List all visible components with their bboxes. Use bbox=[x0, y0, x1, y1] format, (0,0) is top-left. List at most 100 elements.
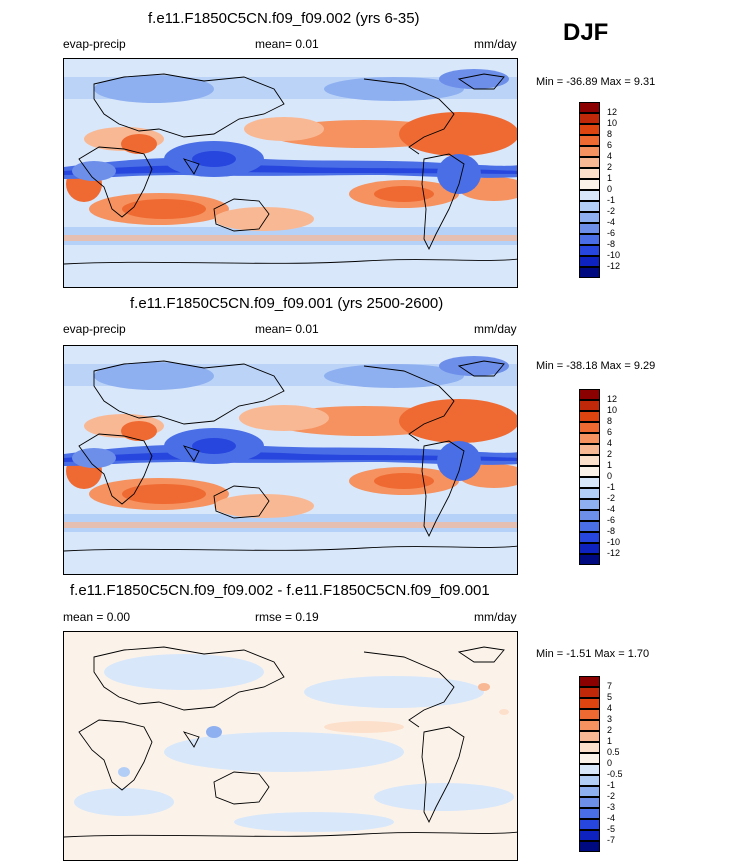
colorbar-label: -8 bbox=[607, 526, 616, 536]
colorbar-swatch bbox=[579, 389, 600, 400]
colorbar-label: -4 bbox=[607, 217, 616, 227]
colorbar-swatch bbox=[579, 256, 600, 267]
colorbar-swatch bbox=[579, 499, 600, 510]
panel-1-units-label: mm/day bbox=[474, 37, 517, 51]
panel-1-variable-label: evap-precip bbox=[63, 37, 126, 51]
panel-3-mean-label: mean = 0.00 bbox=[63, 610, 131, 624]
colorbar-swatch bbox=[579, 267, 600, 278]
colorbar-label: 4 bbox=[607, 703, 613, 713]
colorbar-label: -5 bbox=[607, 824, 616, 834]
colorbar-swatch bbox=[579, 521, 600, 532]
colorbar-swatch bbox=[579, 212, 600, 223]
panel-3-title: f.e11.F1850C5CN.f09_f09.002 - f.e11.F185… bbox=[70, 582, 490, 599]
colorbar-swatch bbox=[579, 830, 600, 841]
colorbar-swatch bbox=[579, 422, 600, 433]
colorbar-swatch bbox=[579, 157, 600, 168]
colorbar-swatch bbox=[579, 510, 600, 521]
colorbar-swatch bbox=[579, 753, 600, 764]
colorbar-label: 7 bbox=[607, 681, 613, 691]
colorbar-swatch bbox=[579, 102, 600, 113]
colorbar-label: -2 bbox=[607, 493, 616, 503]
colorbar-label: 10 bbox=[607, 118, 618, 128]
colorbar-label: -1 bbox=[607, 195, 616, 205]
colorbar-swatch bbox=[579, 698, 600, 709]
colorbar-swatch bbox=[579, 190, 600, 201]
colorbar-swatch bbox=[579, 477, 600, 488]
colorbar-swatch bbox=[579, 841, 600, 852]
colorbar-label: 6 bbox=[607, 427, 613, 437]
colorbar-label: 0 bbox=[607, 184, 613, 194]
panel-2-title: f.e11.F1850C5CN.f09_f09.001 (yrs 2500-26… bbox=[130, 295, 444, 312]
colorbar-swatch bbox=[579, 775, 600, 786]
colorbar-label: 2 bbox=[607, 449, 613, 459]
colorbar-label: 0 bbox=[607, 471, 613, 481]
colorbar-swatch bbox=[579, 400, 600, 411]
colorbar-swatch bbox=[579, 742, 600, 753]
season-label: DJF bbox=[563, 19, 609, 46]
colorbar-label: -0.5 bbox=[607, 769, 623, 779]
colorbar-swatch bbox=[579, 411, 600, 422]
colorbar-label: -8 bbox=[607, 239, 616, 249]
panel-2-mean-label: mean= 0.01 bbox=[255, 322, 319, 336]
colorbar-label: 12 bbox=[607, 394, 618, 404]
colorbar-label: 10 bbox=[607, 405, 618, 415]
colorbar-swatch bbox=[579, 819, 600, 830]
panel-2-units-label: mm/day bbox=[474, 322, 517, 336]
colorbar-label: -12 bbox=[607, 548, 621, 558]
colorbar-label: -7 bbox=[607, 835, 616, 845]
colorbar-label: -6 bbox=[607, 228, 616, 238]
colorbar-swatch bbox=[579, 179, 600, 190]
colorbar-label: -2 bbox=[607, 791, 616, 801]
colorbar-swatch bbox=[579, 201, 600, 212]
colorbar-swatch bbox=[579, 455, 600, 466]
colorbar-label: 6 bbox=[607, 140, 613, 150]
panel-2-minmax: Min = -38.18 Max = 9.29 bbox=[536, 360, 656, 372]
colorbar-swatch bbox=[579, 709, 600, 720]
colorbar-swatch bbox=[579, 731, 600, 742]
colorbar-label: -12 bbox=[607, 261, 621, 271]
colorbar-label: 5 bbox=[607, 692, 613, 702]
panel-3-minmax: Min = -1.51 Max = 1.70 bbox=[536, 648, 650, 660]
colorbar-label: 1 bbox=[607, 173, 613, 183]
panel-3-units-label: mm/day bbox=[474, 610, 517, 624]
colorbar-swatch bbox=[579, 676, 600, 687]
colorbar-label: 3 bbox=[607, 714, 613, 724]
colorbar-swatch bbox=[579, 444, 600, 455]
colorbar-swatch bbox=[579, 720, 600, 731]
colorbar-label: -1 bbox=[607, 482, 616, 492]
colorbar-swatch bbox=[579, 786, 600, 797]
colorbar-label: 4 bbox=[607, 151, 613, 161]
colorbar-label: -1 bbox=[607, 780, 616, 790]
colorbar-label: -6 bbox=[607, 515, 616, 525]
panel-1-minmax: Min = -36.89 Max = 9.31 bbox=[536, 76, 656, 88]
colorbar-swatch bbox=[579, 797, 600, 808]
panel-1-colorbar: 12 10 8 6 4 2 1 0 -1 -2 -4 -6 -8 -10 -12 bbox=[579, 102, 620, 278]
colorbar-swatch bbox=[579, 168, 600, 179]
colorbar-label: -4 bbox=[607, 504, 616, 514]
colorbar-swatch bbox=[579, 488, 600, 499]
colorbar-swatch bbox=[579, 687, 600, 698]
panel-2-map bbox=[63, 345, 518, 575]
colorbar-swatch bbox=[579, 234, 600, 245]
colorbar-swatch bbox=[579, 113, 600, 124]
panel-1-title: f.e11.F1850C5CN.f09_f09.002 (yrs 6-35) bbox=[148, 10, 420, 27]
colorbar-swatch bbox=[579, 466, 600, 477]
panel-3-map bbox=[63, 631, 518, 861]
colorbar-swatch bbox=[579, 124, 600, 135]
colorbar-swatch bbox=[579, 146, 600, 157]
colorbar-label: 0.5 bbox=[607, 747, 620, 757]
colorbar-swatch bbox=[579, 223, 600, 234]
colorbar-label: 2 bbox=[607, 162, 613, 172]
colorbar-label: 2 bbox=[607, 725, 613, 735]
colorbar-swatch bbox=[579, 245, 600, 256]
colorbar-swatch bbox=[579, 135, 600, 146]
panel-3-rmse-label: rmse = 0.19 bbox=[255, 610, 319, 624]
colorbar-label: -3 bbox=[607, 802, 616, 812]
colorbar-label: 8 bbox=[607, 416, 613, 426]
panel-1-map bbox=[63, 58, 518, 288]
panel-3-colorbar: 7 5 4 3 2 1 0.5 0 -0.5 -1 -2 -3 -4 -5 -7 bbox=[579, 676, 623, 852]
colorbar-label: -10 bbox=[607, 250, 621, 260]
colorbar-label: -4 bbox=[607, 813, 616, 823]
colorbar-swatch bbox=[579, 764, 600, 775]
colorbar-label: 12 bbox=[607, 107, 618, 117]
